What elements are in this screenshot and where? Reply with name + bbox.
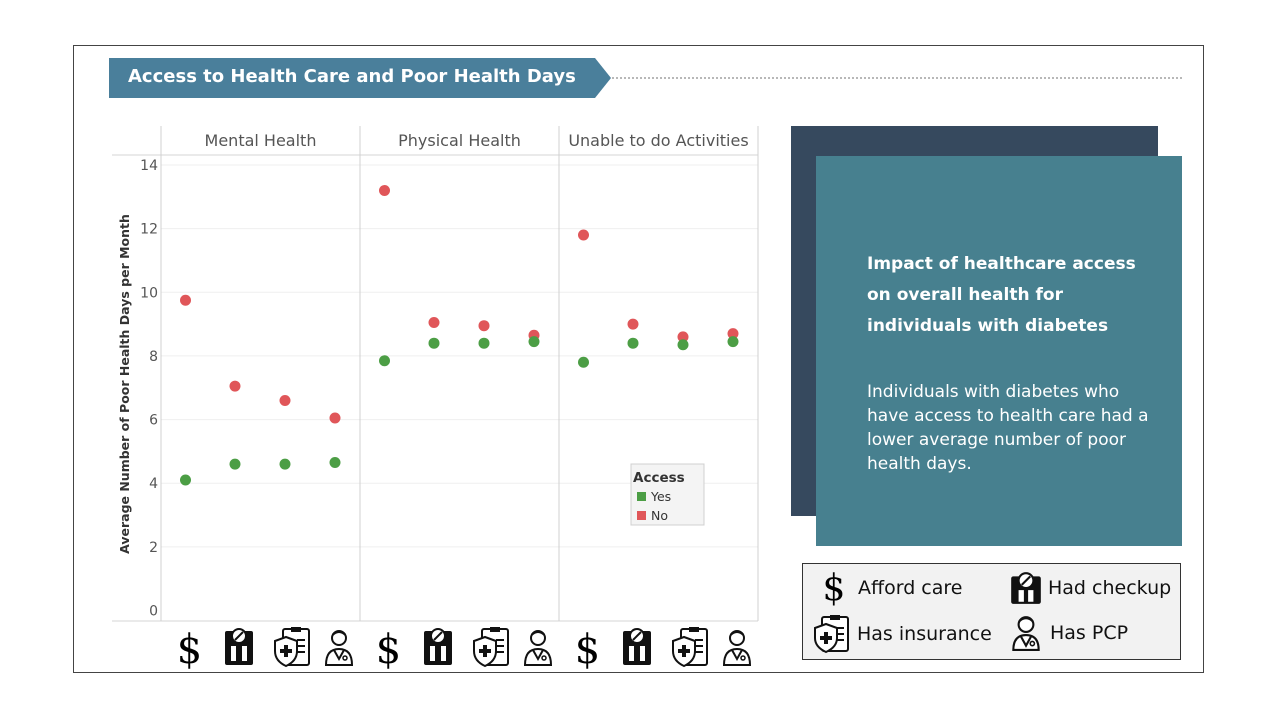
point-yes (428, 337, 440, 349)
icon-legend-label: Had checkup (1048, 577, 1172, 599)
panel-header: Physical Health (398, 131, 521, 150)
y-axis-label: Average Number of Poor Health Days per M… (117, 214, 132, 554)
point-no (379, 184, 390, 196)
doctor-icon (722, 630, 752, 666)
checkup-icon (225, 628, 253, 665)
panel-header: Mental Health (205, 131, 317, 150)
point-yes (627, 337, 639, 349)
chart-title: Access to Health Care and Poor Health Da… (128, 66, 576, 87)
insight-body: Individuals with diabetes who have acces… (867, 382, 1149, 474)
doctor-icon (324, 630, 354, 666)
dollar-icon: $ (177, 627, 202, 673)
point-yes (478, 337, 490, 349)
legend-swatch (637, 511, 646, 520)
legend-swatch (637, 492, 646, 501)
point-yes (180, 474, 191, 486)
y-tick-label: 0 (149, 604, 158, 620)
icon-legend-label: Has PCP (1050, 622, 1129, 644)
y-tick-label: 12 (140, 222, 158, 238)
checkup-icon (623, 628, 651, 665)
point-no (279, 394, 291, 406)
point-yes (229, 458, 241, 470)
y-tick-label: 4 (149, 476, 158, 492)
poor-health-days-chart: 0 2 4 6 8 10 12 14 Average Number of Poor Health… (112, 126, 759, 673)
icon-legend-afford: $ Afford care (818, 570, 963, 606)
point-no (578, 229, 589, 241)
svg-text:$: $ (823, 570, 846, 606)
point-yes (677, 339, 689, 351)
y-tick-label: 2 (149, 540, 158, 556)
doctor-icon (1012, 616, 1040, 651)
point-yes (578, 356, 589, 368)
insurance-icon (473, 627, 509, 668)
checkup-icon (424, 628, 452, 665)
icon-legend-insurance: Has insurance (811, 614, 992, 654)
point-yes (727, 336, 739, 348)
svg-text:$: $ (177, 627, 202, 673)
point-yes (279, 458, 291, 470)
y-tick-label: 10 (140, 285, 158, 301)
insurance-icon (672, 627, 708, 668)
dollar-icon: $ (376, 627, 401, 673)
panel-header: Unable to do Activities (568, 131, 748, 150)
legend-title: Access (633, 470, 685, 486)
point-no (428, 317, 440, 329)
checkup-icon (1011, 572, 1041, 604)
legend-label: No (651, 508, 668, 523)
svg-text:$: $ (376, 627, 401, 673)
icon-legend-label: Afford care (858, 577, 963, 599)
dollar-icon: $ (575, 627, 600, 673)
insight-card (816, 156, 1182, 546)
point-no (627, 318, 639, 330)
title-divider (612, 77, 1182, 79)
y-tick-label: 6 (149, 413, 158, 429)
point-no (229, 380, 241, 392)
point-no (478, 320, 490, 332)
doctor-icon (523, 630, 553, 666)
point-yes (329, 457, 341, 469)
point-no (329, 412, 341, 424)
y-tick-label: 14 (140, 158, 158, 174)
insurance-icon (274, 627, 310, 668)
point-no (727, 328, 739, 340)
point-yes (528, 336, 540, 348)
y-tick-label: 8 (149, 349, 158, 365)
icon-legend-pcp: Has PCP (1010, 614, 1128, 652)
dollar-icon: $ (823, 570, 846, 606)
legend-label: Yes (650, 489, 671, 504)
icon-legend-checkup: Had checkup (1010, 570, 1171, 606)
title-banner (109, 58, 611, 98)
svg-text:$: $ (575, 627, 600, 673)
insurance-icon (814, 615, 849, 654)
insight-heading: Impact of healthcare access on overall h… (867, 254, 1136, 336)
icon-legend-label: Has insurance (857, 623, 992, 645)
icon-legend (802, 563, 1181, 660)
point-no (180, 294, 191, 306)
point-yes (379, 355, 390, 367)
point-no (677, 331, 689, 343)
